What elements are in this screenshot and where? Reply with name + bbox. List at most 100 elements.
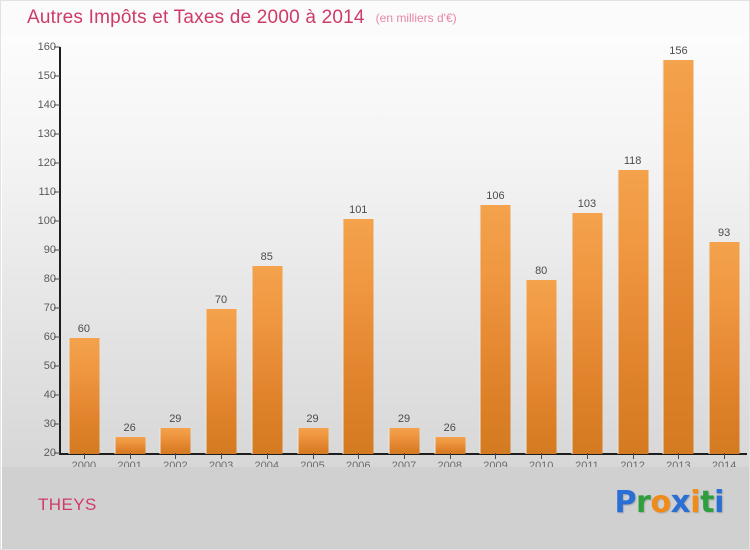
bar-slot: 60	[61, 47, 107, 454]
bar-slot: 29	[290, 47, 336, 454]
y-axis-tick-label: 30	[43, 418, 56, 430]
bar-2009[interactable]	[479, 204, 511, 454]
y-axis-tick	[54, 46, 60, 48]
x-axis-tick	[221, 453, 223, 459]
x-axis-tick	[678, 453, 680, 459]
y-axis-tick-label: 140	[37, 99, 56, 111]
bar-value-label: 156	[669, 44, 688, 57]
logo-letter: t	[700, 485, 715, 520]
bar-slot: 85	[244, 47, 290, 454]
y-axis-tick-label: 120	[37, 157, 56, 169]
bar-slot: 70	[198, 47, 244, 454]
chart-footer: THEYS Proxiti	[2, 467, 749, 549]
bar-2014[interactable]	[708, 242, 740, 454]
y-axis-tick	[54, 249, 60, 251]
bar-value-label: 29	[306, 412, 319, 425]
logo-letter: r	[636, 485, 651, 520]
bar-value-label: 101	[349, 204, 368, 217]
x-axis-tick	[404, 453, 405, 459]
bar-slot: 26	[107, 47, 153, 454]
y-axis-tick-label: 150	[37, 70, 56, 82]
logo-letter: o	[650, 485, 671, 520]
x-axis-tick	[312, 453, 314, 459]
bar-value-label: 60	[77, 323, 90, 335]
bar-value-label: 29	[169, 412, 182, 425]
bar-2012[interactable]	[617, 169, 649, 454]
bar-2007[interactable]	[388, 427, 420, 454]
bar-value-label: 85	[260, 250, 273, 263]
bar-slot: 103	[564, 47, 610, 454]
y-axis-tick	[54, 133, 60, 135]
x-axis-tick	[83, 453, 85, 459]
chart-header: Autres Impôts et Taxes de 2000 à 2014 (e…	[1, 1, 749, 35]
x-axis-tick	[266, 453, 268, 459]
bar-2001[interactable]	[114, 436, 146, 454]
bar-slot: 29	[381, 47, 427, 454]
bar-slot: 118	[610, 47, 656, 454]
y-axis-tick	[54, 278, 60, 280]
bar-slot: 80	[518, 47, 564, 454]
bar-value-label: 106	[486, 189, 505, 202]
y-axis-tick	[54, 307, 60, 309]
y-axis-tick-label: 40	[43, 389, 56, 401]
x-axis-tick	[358, 453, 360, 459]
bar-value-label: 93	[718, 227, 731, 240]
y-axis-tick	[54, 423, 60, 425]
proxiti-logo[interactable]: Proxiti	[614, 484, 724, 520]
y-axis-tick-label: 110	[38, 186, 56, 198]
y-axis-tick	[54, 336, 60, 338]
y-axis-tick	[54, 220, 60, 222]
y-axis-tick	[54, 191, 60, 193]
chart-unit-subtitle: (en milliers d'€)	[375, 10, 457, 25]
x-axis-tick	[129, 453, 131, 459]
x-axis-tick	[632, 453, 634, 459]
x-axis-tick	[495, 453, 497, 459]
logo-letter: i	[690, 485, 701, 520]
bar-2008[interactable]	[434, 436, 466, 454]
bar-series: 60 26 29 70 85 29 101 29 26 106 80 103 118 156 93	[61, 44, 747, 454]
logo-letter: x	[670, 484, 691, 520]
chart-plot-area: 20 30 40 50 60 70 80 90 100 110 120 130 140 150 160 60…	[2, 35, 749, 472]
x-axis-tick	[541, 453, 543, 459]
bar-value-label: 80	[535, 265, 548, 277]
y-axis-tick	[54, 452, 60, 454]
commune-name: THEYS	[38, 495, 97, 514]
bar-slot: 26	[427, 47, 473, 454]
y-axis-tick	[54, 162, 60, 164]
logo-letter: P	[614, 485, 637, 520]
y-axis-tick	[54, 394, 60, 396]
bar-slot: 101	[335, 47, 381, 454]
y-axis-tick-label: 80	[43, 273, 56, 285]
bar-value-label: 26	[123, 421, 136, 434]
bar-slot: 106	[473, 47, 519, 454]
y-axis-tick-label: 50	[43, 360, 56, 372]
bar-2003[interactable]	[205, 309, 237, 454]
y-axis-line	[59, 47, 61, 454]
bar-2005[interactable]	[297, 427, 329, 454]
x-axis-tick	[586, 453, 588, 459]
y-axis-tick-label: 60	[43, 331, 56, 343]
y-axis-tick-label: 100	[37, 215, 56, 227]
bar-value-label: 118	[623, 154, 642, 167]
bar-2004[interactable]	[251, 265, 283, 454]
bar-value-label: 70	[214, 294, 228, 306]
y-axis-tick-label: 130	[37, 128, 56, 140]
y-axis-tick-label: 70	[43, 302, 56, 314]
bar-2013[interactable]	[662, 59, 694, 454]
y-axis-tick-label: 160	[37, 41, 56, 53]
bar-value-label: 29	[397, 412, 411, 425]
bar-2011[interactable]	[571, 213, 603, 454]
logo-letter: i	[714, 485, 724, 520]
bar-2002[interactable]	[159, 427, 191, 454]
bar-2006[interactable]	[342, 219, 374, 454]
bar-slot: 93	[701, 47, 747, 454]
x-axis-tick	[724, 453, 726, 459]
bar-2010[interactable]	[525, 280, 557, 454]
y-axis-tick-label: 20	[43, 447, 56, 459]
bar-slot: 156	[656, 44, 702, 454]
y-axis-labels: 20 30 40 50 60 70 80 90 100 110 120 130 140 150 160	[10, 35, 56, 467]
y-axis-tick	[54, 104, 60, 106]
bar-slot: 29	[152, 47, 198, 454]
bar-2000[interactable]	[68, 338, 100, 454]
